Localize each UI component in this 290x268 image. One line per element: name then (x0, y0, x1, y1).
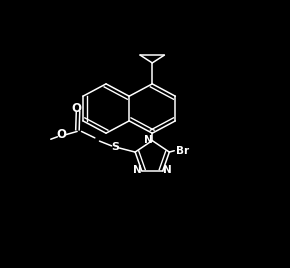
Text: N: N (144, 135, 153, 145)
Text: Br: Br (175, 146, 189, 156)
Text: N: N (133, 165, 142, 175)
Text: N: N (163, 165, 172, 175)
Text: S: S (111, 142, 119, 152)
Text: O: O (72, 102, 82, 115)
Text: O: O (56, 128, 66, 142)
